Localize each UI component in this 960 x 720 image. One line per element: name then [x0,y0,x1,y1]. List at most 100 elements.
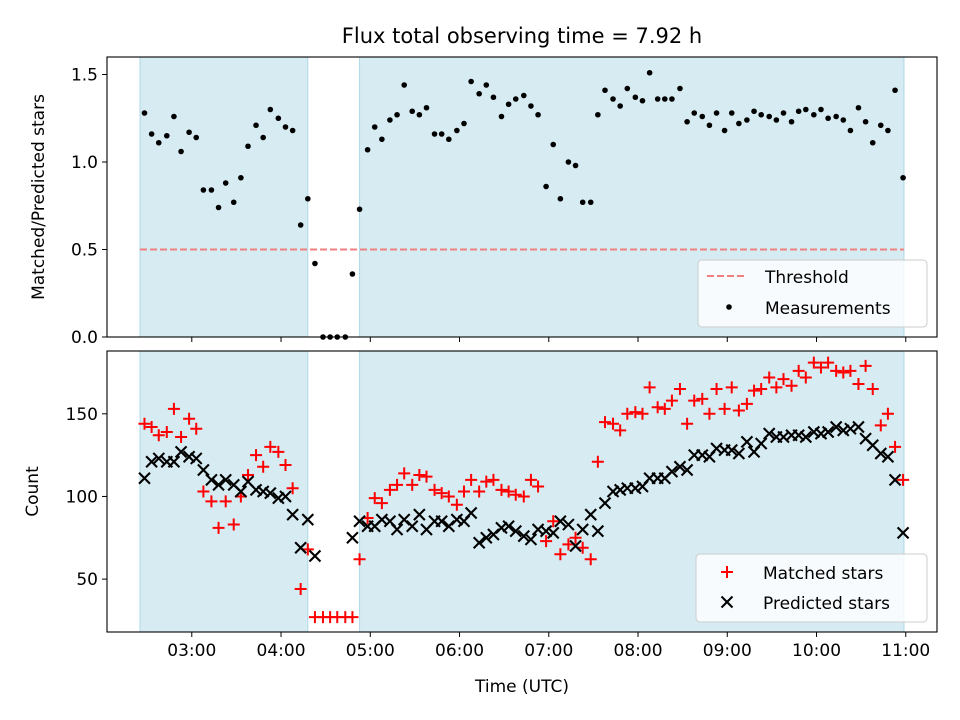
matched-star-point [190,422,203,435]
ratio-panel: 0.0 0.5 1.0 1.5 Matched/Predicted stars Thr… [29,56,938,348]
predicted-star-point [212,478,225,492]
predicted-star-point [464,506,478,520]
matched-star-point [763,371,776,384]
predicted-star-point [673,460,687,473]
predicted-star-point [509,524,522,538]
matched-star-point [152,429,165,442]
matched-star-point [852,378,865,391]
predicted-star-point [138,472,151,485]
observing-interval [139,350,309,633]
matched-star-point [785,379,798,392]
matched-star-point [599,416,611,429]
matched-star-point [227,518,240,531]
measurement-point [840,117,847,123]
matched-star-point [576,541,589,554]
legend-box [697,259,928,328]
matched-star-point [792,364,805,377]
measurement-point [595,111,601,118]
predicted-star-point [353,515,366,528]
predicted-star-point [732,447,746,460]
measurement-point [706,122,713,129]
predicted-star-point [174,445,188,459]
measurement-point [892,87,898,94]
measurement-point [780,110,787,116]
measurement-point [610,96,616,102]
measurement-point [699,113,706,120]
matched-star-point [502,485,515,498]
predicted-star-point [881,450,895,464]
predicted-star-point [754,437,768,450]
predicted-star-point [874,447,888,460]
matched-star-point [755,383,768,396]
measurement-point [193,134,200,141]
measurement-point [572,162,579,169]
matched-star-point [837,366,850,379]
measurement-point [141,110,148,116]
measurement-point [579,199,586,206]
predicted-star-point [190,452,203,465]
measurement-point [847,127,854,134]
measurement-point [758,111,764,118]
ratio-legend: Threshold Measurements [697,259,928,328]
matched-star-point [183,412,196,425]
matched-star-point [681,417,694,430]
measurement-point [728,110,735,116]
matched-star-point [473,485,486,498]
predicted-star-point [346,531,359,545]
matched-star-point [658,402,671,415]
measurement-point [877,122,884,129]
measurement-point [744,117,750,123]
measurement-point [222,180,229,186]
matched-star-point [286,482,299,495]
matched-star-point [732,404,745,417]
measurement-point [476,90,482,97]
matched-star-point [673,383,686,396]
y-tick-label: 100 [66,487,98,507]
x-tick-label: 09:00 [703,641,752,661]
matched-star-point [480,475,493,488]
x-tick-label: 05:00 [346,641,395,661]
legend-threshold-label: Threshold [764,268,849,288]
matched-star-point [814,361,827,374]
measurement-point [275,115,282,122]
measurement-point [431,131,438,137]
matched-star-point [145,421,158,434]
measurement-point [409,108,416,115]
predicted-star-point [762,427,776,440]
measurement-point [446,136,452,143]
predicted-star-point [517,529,531,543]
measurement-points [141,69,906,340]
measurement-point [632,94,639,101]
matched-star-point [665,394,678,407]
y-tick-label: 1.0 [71,153,98,173]
predicted-star-point [405,519,419,533]
matched-star-point [375,497,388,510]
matched-star-point [770,381,783,394]
measurement-point [862,118,869,125]
matched-star-point [629,406,642,419]
y-tick-label: 1.5 [71,66,98,86]
measurement-point [253,122,259,129]
matched-star-point [487,473,500,486]
predicted-star-point [294,541,307,554]
chart-title: Flux total observing time = 7.92 h [342,24,702,48]
measurement-point [691,110,698,116]
matched-star-point [517,490,530,503]
measurement-point [788,118,795,125]
count-y-axis-label: Count [23,466,43,517]
predicted-star-point [279,490,292,503]
predicted-star-point [301,513,315,526]
matched-star-point [897,473,910,486]
axes-frame [106,350,938,633]
measurement-point [833,113,839,120]
x-tick-label: 07:00 [524,641,573,661]
matched-star-point [696,392,709,405]
matched-star-point [524,473,537,486]
measurement-point [811,111,817,118]
count-legend: Matched stars Predicted stars [695,553,928,623]
predicted-star-point [435,515,448,528]
star-count-points [138,356,910,624]
measurement-point [498,113,505,120]
predicted-star-point [167,455,181,468]
count-panel: 50 100 150 03:00 04:00 05:00 06:00 07:00 08:00 09… [23,350,938,697]
